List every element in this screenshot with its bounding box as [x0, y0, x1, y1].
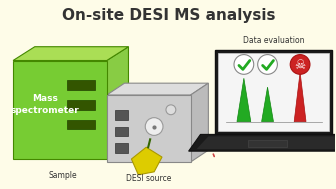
- Polygon shape: [262, 87, 274, 122]
- Circle shape: [234, 55, 254, 74]
- Circle shape: [145, 118, 163, 135]
- Polygon shape: [294, 72, 306, 122]
- Circle shape: [290, 55, 310, 74]
- Polygon shape: [107, 47, 128, 159]
- Polygon shape: [188, 134, 336, 151]
- Text: On-site DESI MS analysis: On-site DESI MS analysis: [62, 8, 276, 23]
- Polygon shape: [197, 136, 336, 149]
- Polygon shape: [107, 83, 208, 95]
- FancyBboxPatch shape: [107, 95, 191, 162]
- FancyBboxPatch shape: [115, 110, 128, 120]
- Polygon shape: [131, 147, 162, 175]
- FancyBboxPatch shape: [215, 50, 332, 134]
- Text: ☠: ☠: [294, 59, 306, 72]
- FancyBboxPatch shape: [115, 126, 128, 136]
- Circle shape: [166, 105, 176, 115]
- FancyBboxPatch shape: [248, 140, 287, 147]
- Text: Data evaluation: Data evaluation: [243, 36, 304, 45]
- Polygon shape: [191, 83, 208, 162]
- Circle shape: [258, 55, 278, 74]
- FancyBboxPatch shape: [218, 53, 329, 131]
- FancyBboxPatch shape: [67, 100, 95, 110]
- FancyBboxPatch shape: [13, 60, 107, 159]
- Text: DESI source: DESI source: [126, 174, 171, 183]
- Polygon shape: [13, 47, 128, 60]
- FancyBboxPatch shape: [67, 80, 95, 90]
- Text: Mass
spectrometer: Mass spectrometer: [10, 94, 79, 115]
- Polygon shape: [237, 78, 251, 122]
- Text: Sample: Sample: [48, 171, 77, 180]
- FancyBboxPatch shape: [67, 120, 95, 129]
- FancyBboxPatch shape: [115, 143, 128, 153]
